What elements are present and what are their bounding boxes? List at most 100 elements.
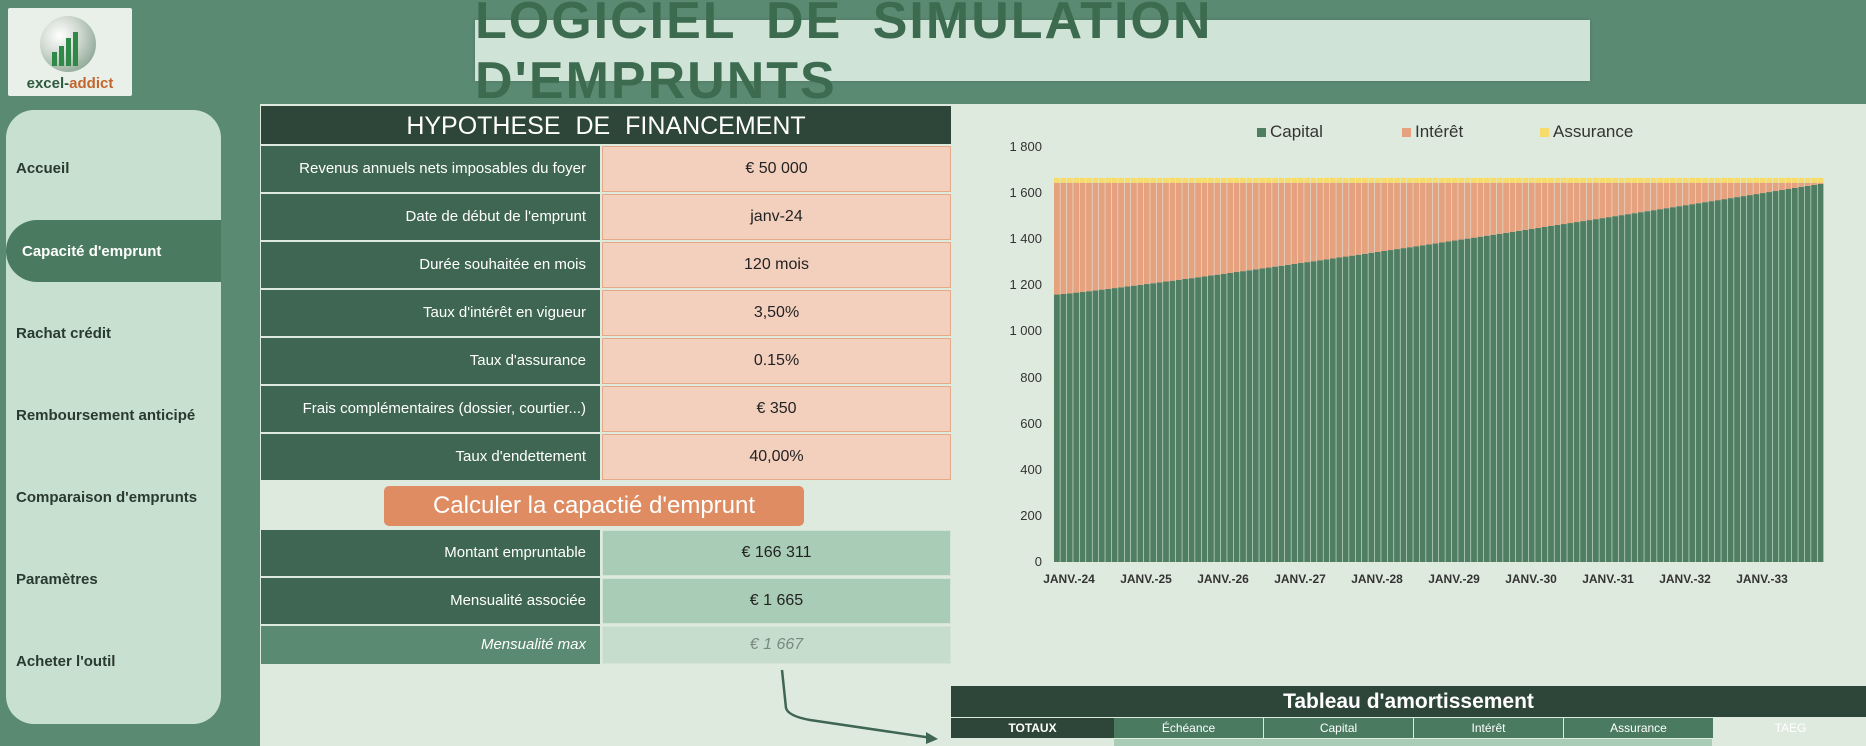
bar-interet: [1708, 182, 1715, 202]
bar-assurance: [1471, 177, 1477, 183]
bar-assurance: [1702, 177, 1708, 183]
y-tick-label: 400: [1020, 461, 1042, 477]
bar-assurance: [1175, 177, 1182, 183]
y-tick-label: 800: [1020, 369, 1042, 385]
bar-interet: [1419, 182, 1426, 246]
bar-interet: [1195, 182, 1201, 278]
bar-capital: [1060, 293, 1067, 562]
bar-interet: [1766, 182, 1773, 193]
bar-interet: [1548, 182, 1554, 226]
bar-capital: [1426, 244, 1432, 562]
sidebar-item-comparaison[interactable]: Comparaison d'emprunts: [16, 488, 198, 506]
bar-capital: [1445, 241, 1452, 562]
bar-capital: [1240, 271, 1246, 562]
bar-assurance: [1798, 177, 1805, 183]
bar-capital: [1714, 200, 1721, 563]
sidebar-item-acheter[interactable]: Acheter l'outil: [16, 652, 116, 670]
bar-interet: [1817, 182, 1824, 184]
bar-assurance: [1394, 177, 1400, 183]
revenus-input[interactable]: € 50 000: [602, 146, 951, 192]
bar-interet: [1131, 182, 1137, 286]
x-tick-label: JANV.-33: [1736, 572, 1788, 586]
bar-interet: [1528, 182, 1535, 229]
calculate-button[interactable]: Calculer la capactié d'emprunt: [384, 486, 804, 526]
bar-interet: [1220, 182, 1227, 274]
bar-capital: [1278, 265, 1285, 562]
chart-bars-icon: [52, 32, 84, 66]
bar-assurance: [1143, 177, 1150, 183]
bar-interet: [1541, 182, 1548, 227]
bar-interet: [1374, 182, 1381, 252]
bar-capital: [1650, 210, 1657, 562]
bar-capital: [1702, 202, 1708, 562]
bar-interet: [1265, 182, 1272, 268]
bar-interet: [1554, 182, 1561, 226]
bar-assurance: [1779, 177, 1785, 183]
x-tick-label: JANV.-32: [1659, 572, 1711, 586]
bar-assurance: [1682, 177, 1689, 183]
bar-assurance: [1817, 177, 1824, 183]
financing-header: HYPOTHESE DE FINANCEMENT: [261, 106, 951, 144]
bar-assurance: [1785, 177, 1792, 183]
bar-capital: [1605, 217, 1612, 562]
bar-capital: [1355, 254, 1362, 562]
bar-interet: [1618, 182, 1625, 216]
bar-interet: [1297, 182, 1304, 264]
taux-assurance-input[interactable]: 0.15%: [602, 338, 951, 384]
bar-capital: [1362, 253, 1368, 562]
bar-assurance: [1201, 177, 1208, 183]
bar-capital: [1458, 239, 1465, 562]
bar-capital: [1259, 268, 1266, 562]
sidebar-item-remboursement[interactable]: Remboursement anticipé: [16, 406, 196, 424]
bar-assurance: [1182, 177, 1189, 183]
bar-assurance: [1098, 177, 1105, 183]
bar-assurance: [1387, 177, 1394, 183]
sidebar-item-accueil[interactable]: Accueil: [16, 159, 70, 177]
bar-capital: [1580, 221, 1586, 562]
sidebar-item-capacite[interactable]: Capacité d'emprunt: [6, 220, 221, 282]
bar-capital: [1766, 192, 1773, 562]
bar-capital: [1419, 245, 1426, 562]
bar-interet: [1650, 182, 1657, 211]
bar-capital: [1625, 214, 1631, 562]
bar-assurance: [1811, 177, 1817, 183]
bar-capital: [1516, 230, 1522, 563]
bar-assurance: [1400, 177, 1407, 183]
bar-interet: [1689, 182, 1696, 205]
sidebar-item-rachat[interactable]: Rachat crédit: [16, 324, 112, 342]
bar-capital: [1118, 287, 1124, 562]
bar-capital: [1548, 225, 1554, 562]
bar-capital: [1509, 231, 1516, 562]
bar-assurance: [1336, 177, 1343, 183]
bar-capital: [1342, 256, 1349, 562]
field-label: Date de début de l'emprunt: [261, 194, 600, 240]
bar-assurance: [1663, 177, 1670, 183]
bar-assurance: [1644, 177, 1651, 183]
bar-assurance: [1362, 177, 1368, 183]
bar-assurance: [1060, 177, 1067, 183]
bar-interet: [1156, 182, 1163, 283]
bar-capital: [1657, 209, 1663, 562]
bar-capital: [1150, 283, 1157, 562]
taux-interet-input[interactable]: 3,50%: [602, 290, 951, 336]
bar-assurance: [1747, 177, 1753, 183]
x-tick-label: JANV.-30: [1505, 572, 1557, 586]
bar-assurance: [1432, 177, 1439, 183]
taux-endettement-input[interactable]: 40,00%: [602, 434, 951, 480]
bar-interet: [1362, 182, 1368, 254]
bar-interet: [1111, 182, 1118, 289]
bar-capital: [1772, 191, 1779, 562]
bar-capital: [1535, 227, 1542, 562]
bar-assurance: [1734, 177, 1740, 183]
sidebar-item-parametres[interactable]: Paramètres: [16, 570, 98, 588]
duree-input[interactable]: 120 mois: [602, 242, 951, 288]
bar-interet: [1259, 182, 1266, 269]
bar-capital: [1503, 232, 1509, 562]
date-debut-input[interactable]: janv-24: [602, 194, 951, 240]
bar-interet: [1516, 182, 1522, 231]
bar-assurance: [1066, 177, 1073, 183]
frais-input[interactable]: € 350: [602, 386, 951, 432]
mensualite-value: € 1 665: [602, 578, 951, 624]
bar-assurance: [1593, 177, 1599, 183]
bar-capital: [1156, 282, 1163, 562]
